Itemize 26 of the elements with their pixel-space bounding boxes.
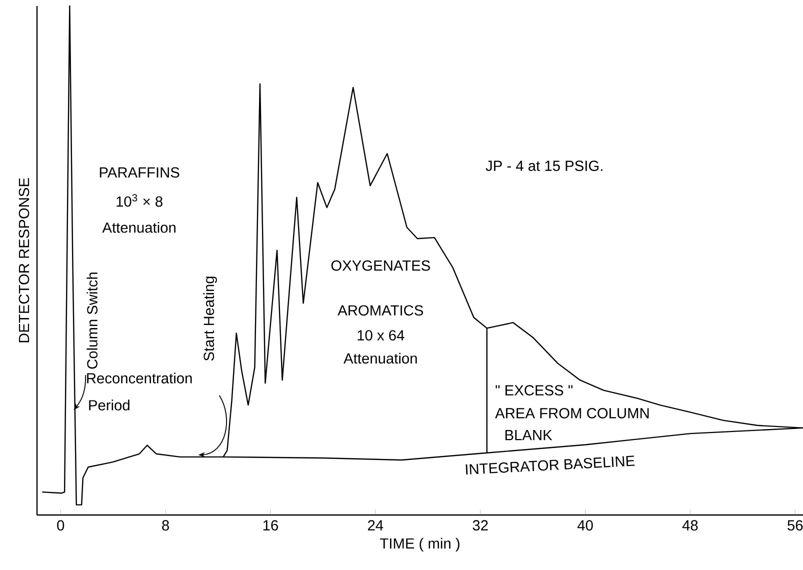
y-axis-title: DETECTOR RESPONSE: [18, 178, 30, 342]
annotation: BLANK: [505, 430, 552, 440]
annotation: PARAFFINS: [100, 167, 180, 178]
x-tick-label: 16: [263, 520, 278, 531]
x-tick-label: 32: [472, 520, 488, 531]
x-tick-label: 48: [682, 520, 698, 531]
annotation: INTEGRATOR BASELINE: [466, 456, 635, 475]
annotation: 10 x 64: [358, 330, 404, 341]
x-tick-label: 40: [577, 520, 593, 531]
annotation: " EXCESS ": [496, 385, 572, 396]
annotation: AROMATICS: [338, 305, 424, 316]
annotation: OXYGENATES: [331, 260, 430, 271]
annotation: Period: [89, 400, 130, 410]
annotation: AREA FROM COLUMN: [495, 408, 649, 418]
annotation: Reconcentration: [87, 372, 192, 384]
annotation: JP - 4 at 15 PSIG.: [486, 160, 602, 172]
annotation: Start Heating: [203, 276, 217, 361]
annotation: Column Switch: [86, 272, 98, 369]
x-tick-label: 56: [788, 520, 803, 531]
annotation: Attenuation: [344, 352, 417, 364]
x-tick-label: 8: [162, 520, 169, 531]
x-axis-title: TIME ( min ): [380, 538, 460, 552]
x-tick-label: 24: [368, 520, 384, 530]
annotation: Attenuation: [102, 222, 176, 233]
x-tick-label: 0: [57, 520, 64, 531]
annotation: 10$^{3}$ × 8: [116, 194, 162, 207]
